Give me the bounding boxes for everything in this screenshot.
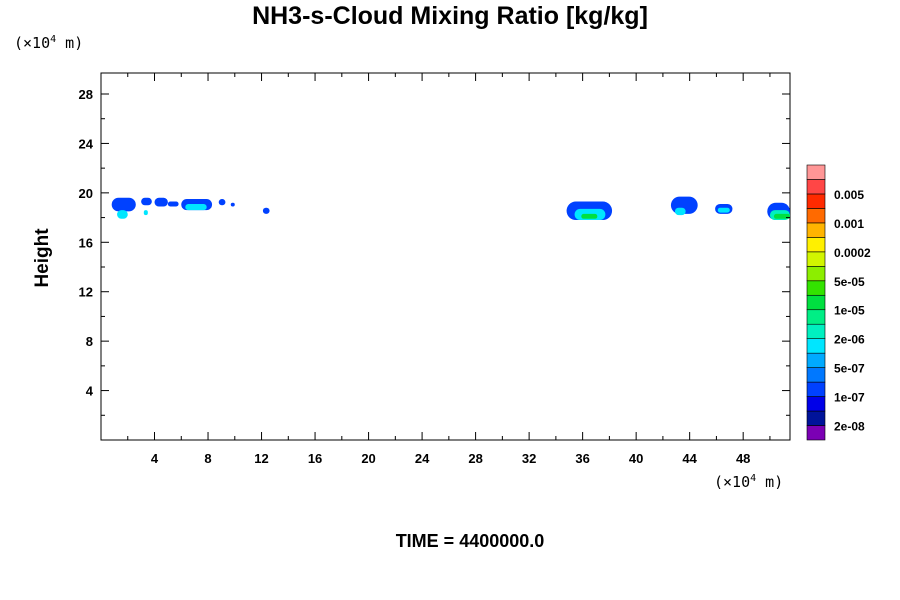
x-tick-label-10: 44 — [682, 451, 697, 466]
y-tick-label-1: 8 — [86, 334, 93, 349]
x-unit-exponent: 4 — [750, 473, 757, 484]
colorbar-label-8: 0.005 — [834, 188, 864, 202]
y-tick-label-3: 16 — [79, 235, 93, 250]
y-tick-label-4: 20 — [79, 186, 93, 201]
cloud-patch-10 — [262, 207, 270, 214]
colorbar-swatch-13 — [806, 237, 826, 253]
y-tick-label-0: 4 — [86, 384, 94, 399]
cloud-patch-9 — [230, 202, 235, 207]
x-tick-label-3: 16 — [308, 451, 322, 466]
plot-frame — [100, 72, 791, 441]
cloud-patch-1 — [117, 210, 128, 219]
colorbar-swatch-16 — [806, 193, 826, 209]
colorbar-swatch-2 — [806, 396, 826, 412]
cloud-patch-4 — [154, 197, 168, 207]
colorbar-label-1: 1e-07 — [834, 391, 865, 405]
colorbar-label-2: 5e-07 — [834, 362, 865, 376]
x-tick-label-1: 8 — [204, 451, 211, 466]
cloud-patch-8 — [218, 199, 226, 206]
x-tick-label-9: 40 — [629, 451, 643, 466]
x-tick-label-8: 36 — [575, 451, 589, 466]
colorbar-swatch-8 — [806, 309, 826, 325]
time-label: TIME = 4400000.0 — [395, 531, 545, 551]
x-tick-label-5: 24 — [415, 451, 430, 466]
cloud-patch-17 — [717, 207, 730, 213]
colorbar-swatch-0 — [806, 425, 826, 441]
y-tick-label-2: 12 — [79, 285, 93, 300]
cloud-patch-7 — [185, 203, 207, 211]
colorbar-swatch-15 — [806, 208, 826, 224]
x-tick-label-7: 32 — [522, 451, 536, 466]
cloud-patch-15 — [674, 207, 686, 216]
x-unit-suffix: m) — [756, 473, 784, 491]
y-tick-label-6: 28 — [79, 87, 93, 102]
colorbar-swatch-6 — [806, 338, 826, 354]
y-tick-label-5: 24 — [79, 136, 94, 151]
y-unit-exponent: 4 — [50, 34, 57, 45]
colorbar-swatch-4 — [806, 367, 826, 383]
cloud-patch-2 — [141, 197, 152, 206]
x-tick-label-6: 28 — [468, 451, 482, 466]
colorbar-label-6: 0.0002 — [834, 246, 871, 260]
cloud-patch-3 — [143, 210, 148, 216]
x-tick-label-4: 20 — [361, 451, 375, 466]
colorbar-swatch-11 — [806, 266, 826, 282]
colorbar-label-4: 1e-05 — [834, 304, 865, 318]
colorbar-swatch-1 — [806, 410, 826, 426]
colorbar-swatch-17 — [806, 179, 826, 195]
x-tick-label-2: 12 — [254, 451, 268, 466]
cloud-patch-0 — [111, 197, 136, 212]
colorbar-label-3: 2e-06 — [834, 333, 865, 347]
colorbar-label-0: 2e-08 — [834, 420, 865, 434]
colorbar-swatch-10 — [806, 280, 826, 296]
x-axis-unit: (×104 m) — [714, 473, 783, 491]
x-tick-label-11: 48 — [736, 451, 750, 466]
y-unit-suffix: m) — [56, 34, 84, 52]
y-unit-prefix: (×10 — [14, 34, 51, 52]
colorbar-swatch-18 — [806, 164, 826, 180]
colorbar-swatch-5 — [806, 352, 826, 368]
colorbar-label-7: 0.001 — [834, 217, 864, 231]
colorbar-swatch-14 — [806, 222, 826, 238]
cloud-patch-13 — [581, 213, 598, 219]
colorbar-swatch-3 — [806, 381, 826, 397]
chart-title: NH3-s-Cloud Mixing Ratio [kg/kg] — [252, 2, 648, 30]
x-unit-prefix: (×10 — [714, 473, 751, 491]
colorbar-label-5: 5e-05 — [834, 275, 865, 289]
cloud-patch-5 — [167, 201, 179, 207]
colorbar-swatch-9 — [806, 294, 826, 311]
y-axis-unit: (×104 m) — [14, 34, 83, 52]
colorbar-swatch-12 — [806, 251, 826, 267]
cloud-patch-20 — [773, 213, 790, 219]
colorbar-swatch-7 — [806, 323, 826, 339]
x-tick-label-0: 4 — [151, 451, 159, 466]
